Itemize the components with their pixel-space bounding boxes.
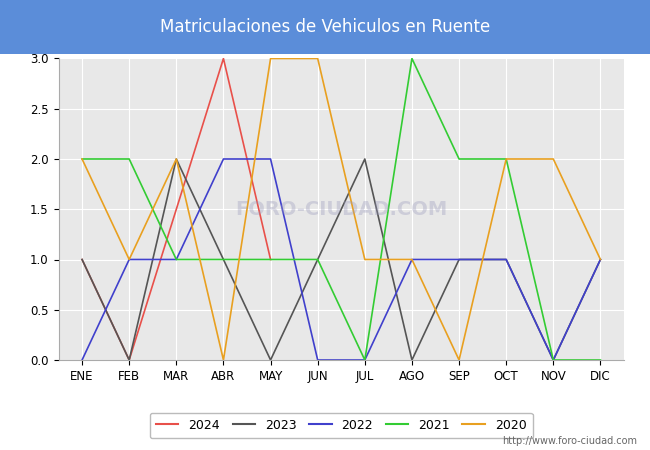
Text: FORO-CIUDAD.COM: FORO-CIUDAD.COM [235, 200, 447, 219]
2020 [125, 257, 133, 262]
2021 [78, 156, 86, 162]
2020 [502, 156, 510, 162]
2021 [314, 257, 322, 262]
2023 [220, 257, 228, 262]
2023 [597, 257, 604, 262]
Legend: 2024, 2023, 2022, 2021, 2020: 2024, 2023, 2022, 2021, 2020 [150, 413, 533, 438]
2024 [78, 257, 86, 262]
2023 [125, 357, 133, 363]
2021 [172, 257, 180, 262]
2021 [361, 357, 369, 363]
2021 [597, 357, 604, 363]
2023 [549, 357, 557, 363]
2020 [549, 156, 557, 162]
2020 [455, 357, 463, 363]
2021 [502, 156, 510, 162]
2021 [125, 156, 133, 162]
2023 [455, 257, 463, 262]
2020 [314, 56, 322, 61]
2022 [266, 156, 274, 162]
2024 [266, 257, 274, 262]
2020 [78, 156, 86, 162]
2022 [408, 257, 416, 262]
2024 [220, 56, 228, 61]
2022 [172, 257, 180, 262]
2021 [549, 357, 557, 363]
2022 [502, 257, 510, 262]
2021 [266, 257, 274, 262]
Line: 2024: 2024 [82, 58, 270, 360]
2023 [172, 156, 180, 162]
2024 [125, 357, 133, 363]
2020 [220, 357, 228, 363]
2022 [597, 257, 604, 262]
2022 [549, 357, 557, 363]
2023 [502, 257, 510, 262]
2021 [220, 257, 228, 262]
Line: 2023: 2023 [82, 159, 601, 360]
Text: Matriculaciones de Vehiculos en Ruente: Matriculaciones de Vehiculos en Ruente [160, 18, 490, 36]
2022 [314, 357, 322, 363]
2022 [125, 257, 133, 262]
2021 [455, 156, 463, 162]
2023 [361, 156, 369, 162]
2020 [408, 257, 416, 262]
2023 [78, 257, 86, 262]
Text: http://www.foro-ciudad.com: http://www.foro-ciudad.com [502, 436, 637, 446]
Line: 2021: 2021 [82, 58, 601, 360]
Line: 2020: 2020 [82, 58, 601, 360]
2022 [78, 357, 86, 363]
2020 [597, 257, 604, 262]
2022 [220, 156, 228, 162]
Line: 2022: 2022 [82, 159, 601, 360]
2021 [408, 56, 416, 61]
2020 [266, 56, 274, 61]
2022 [361, 357, 369, 363]
2023 [266, 357, 274, 363]
2020 [172, 156, 180, 162]
2023 [408, 357, 416, 363]
2020 [361, 257, 369, 262]
2023 [314, 257, 322, 262]
2022 [455, 257, 463, 262]
